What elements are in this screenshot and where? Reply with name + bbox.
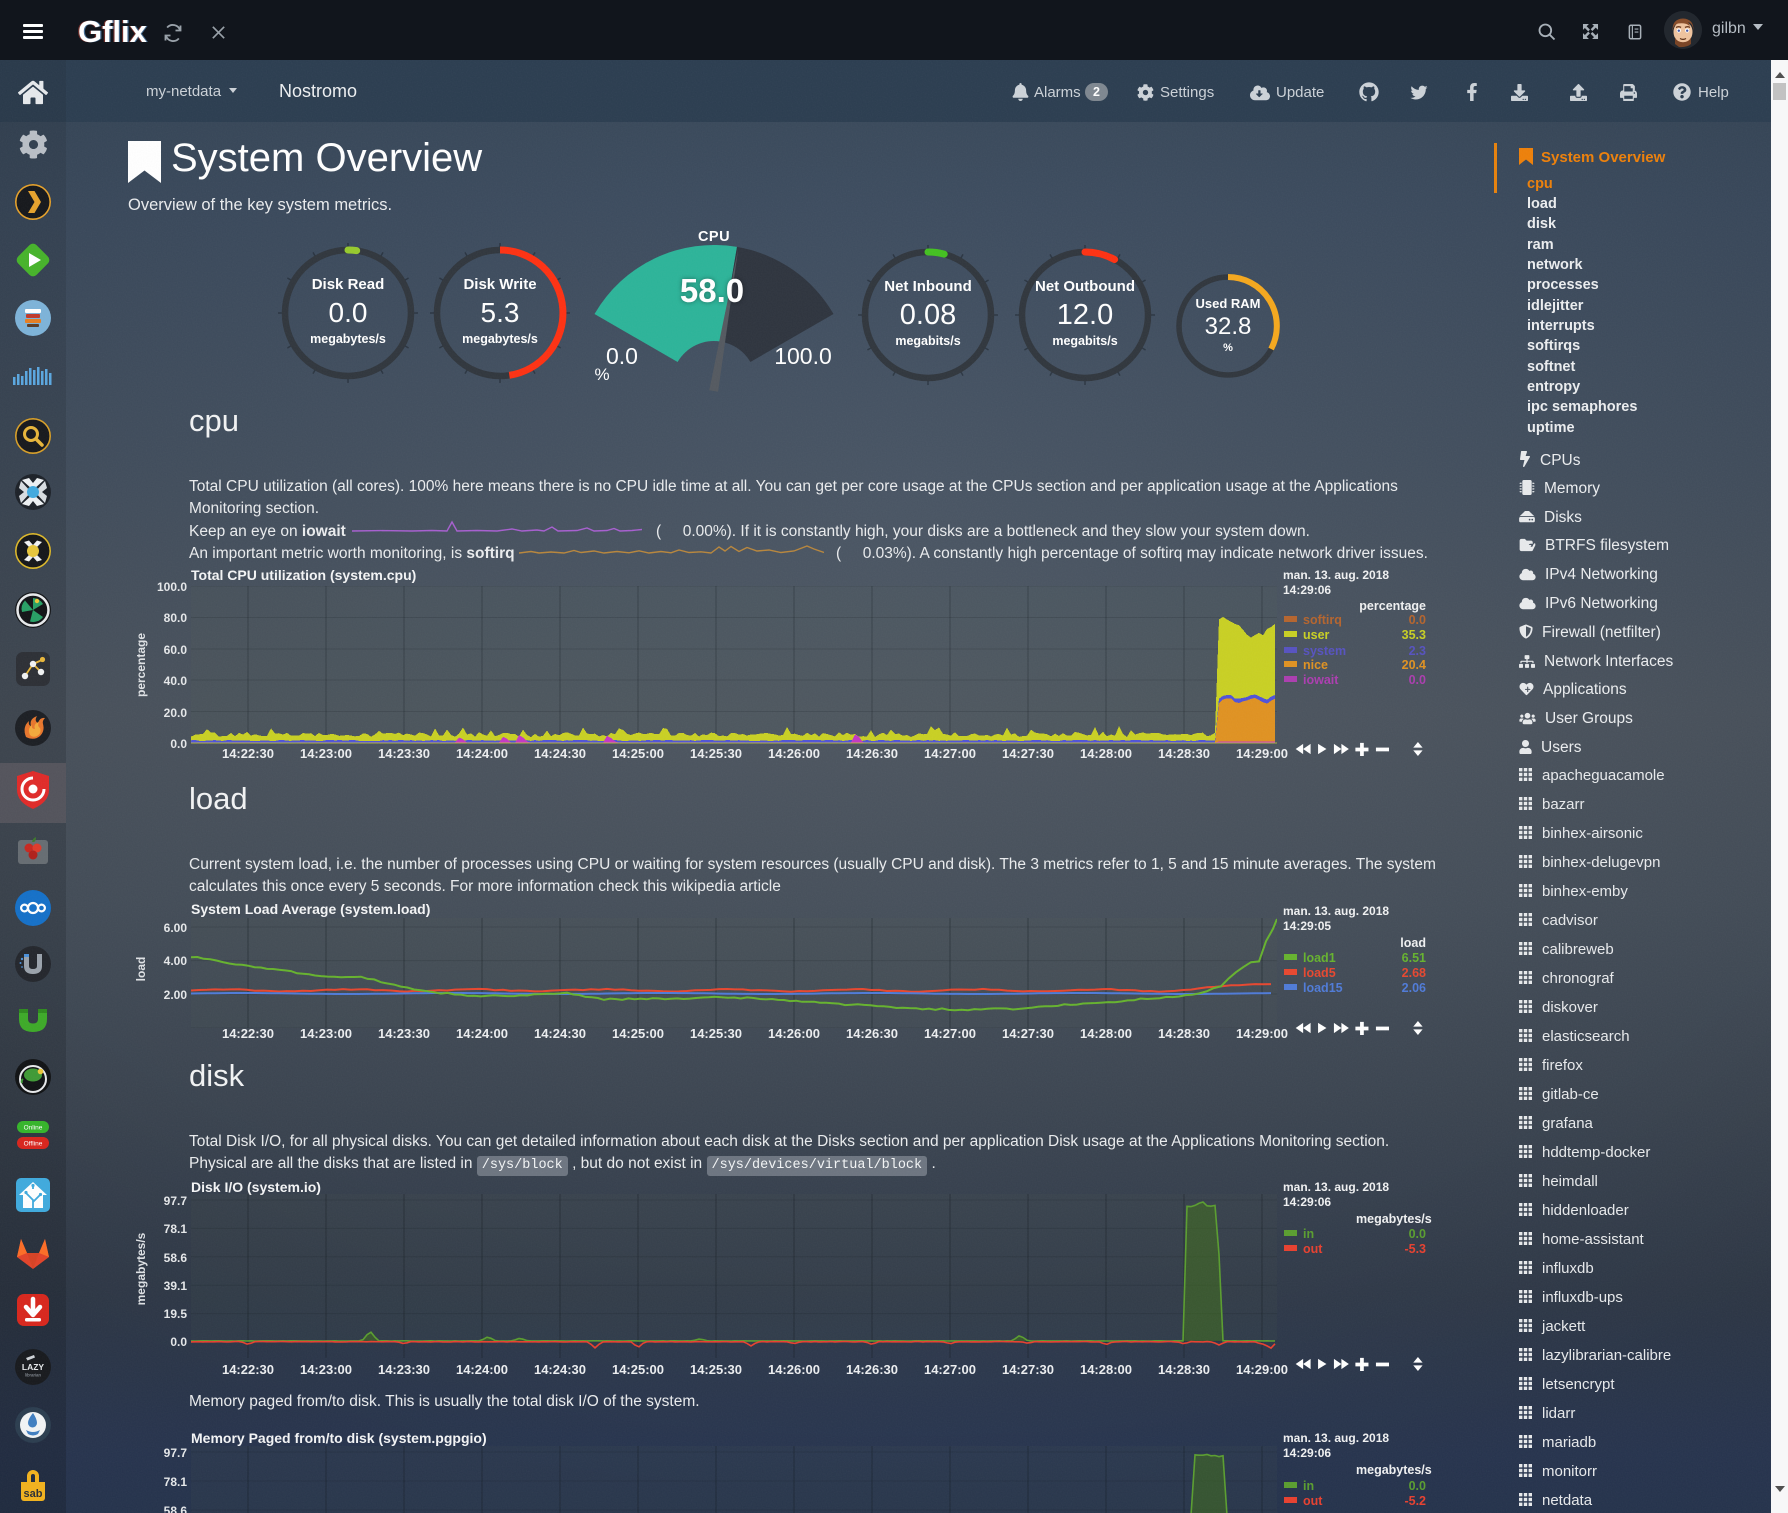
svg-text:Online: Online (24, 1125, 43, 1132)
svg-text:LAZY: LAZY (22, 1362, 45, 1372)
svg-text:Offline: Offline (24, 1141, 43, 1148)
svg-text:librarian: librarian (25, 1373, 42, 1378)
svg-text:sab: sab (24, 1488, 43, 1500)
